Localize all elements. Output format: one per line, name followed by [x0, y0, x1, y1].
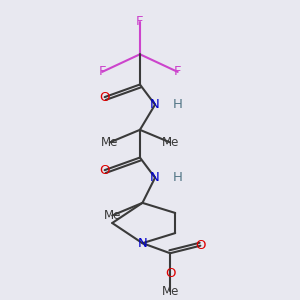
Text: O: O [99, 91, 110, 103]
Text: H: H [173, 171, 183, 184]
Text: F: F [98, 65, 106, 78]
Text: O: O [195, 239, 206, 252]
Text: O: O [165, 267, 175, 280]
Text: Me: Me [101, 136, 118, 149]
Text: Me: Me [103, 209, 121, 222]
Text: N: N [150, 171, 160, 184]
Text: N: N [138, 237, 147, 250]
Text: Me: Me [161, 136, 179, 149]
Text: F: F [174, 65, 182, 78]
Text: O: O [99, 164, 110, 177]
Text: Me: Me [161, 284, 179, 298]
Text: N: N [150, 98, 160, 111]
Text: H: H [173, 98, 183, 111]
Text: F: F [136, 15, 144, 28]
